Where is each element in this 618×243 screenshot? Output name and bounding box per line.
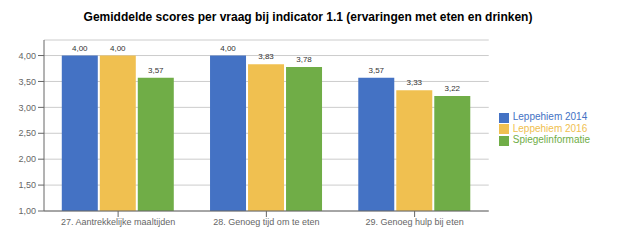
svg-text:27. Aantrekkelijke maaltijden: 27. Aantrekkelijke maaltijden [61,217,175,227]
svg-text:3,57: 3,57 [148,66,164,75]
svg-text:2,00: 2,00 [18,154,36,164]
html-text:Leppehiem 2014: Leppehiem 2014 [512,111,588,123]
svg-text:3,00: 3,00 [18,103,36,113]
svg-text:4,00: 4,00 [18,51,36,61]
svg-text:1,50: 1,50 [18,180,36,190]
html-text:Spiegelinformatie: Spiegelinformatie [512,134,590,146]
svg-text:4,00: 4,00 [220,44,236,53]
svg-text:4,00: 4,00 [110,44,126,53]
svg-text:3,50: 3,50 [18,77,36,87]
svg-text:3,33: 3,33 [406,78,422,87]
svg-text:1,00: 1,00 [18,206,36,216]
svg-text:3,57: 3,57 [368,66,384,75]
svg-text:2,50: 2,50 [18,128,36,138]
svg-text:28. Genoeg tijd om te eten: 28. Genoeg tijd om te eten [213,217,319,227]
svg-text:3,22: 3,22 [444,84,460,93]
html-text:Leppehiem 2016: Leppehiem 2016 [512,122,588,134]
html-text:Gemiddelde scores per vraag bi: Gemiddelde scores per vraag bij indicato… [83,10,533,24]
svg-text:3,83: 3,83 [258,52,274,61]
svg-text:4,00: 4,00 [72,44,88,53]
svg-text:3,78: 3,78 [296,55,312,64]
svg-text:29. Genoeg hulp bij eten: 29. Genoeg hulp bij eten [366,217,464,227]
